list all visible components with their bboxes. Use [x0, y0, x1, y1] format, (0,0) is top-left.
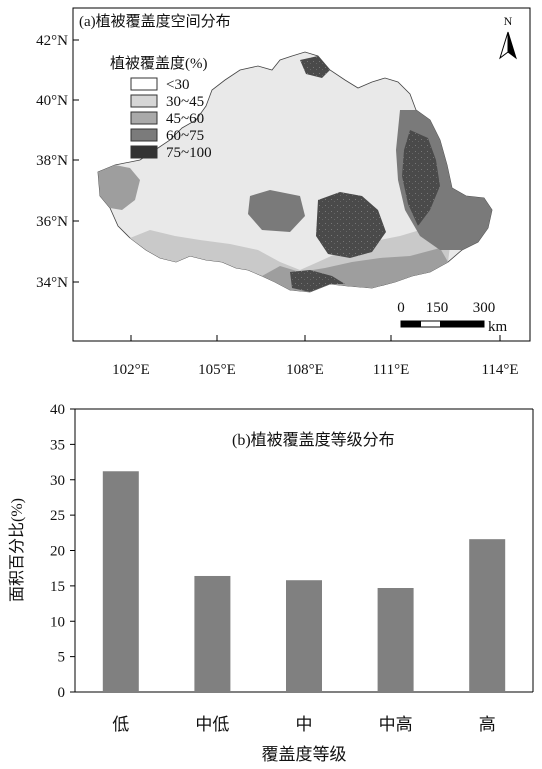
map-x-tick-label: 105°E — [198, 362, 236, 378]
bar-x-ticks: 低 中低 中 中高 高 — [112, 715, 495, 734]
bar-y-tick-label: 15 — [50, 579, 65, 595]
bar-x-tick-label: 低 — [112, 715, 129, 734]
map-panel: (a)植被覆盖度空间分布 植被覆盖度(%) <3030~4545~6060~75… — [36, 7, 531, 378]
legend-label: 60~75 — [166, 128, 204, 144]
bar-y-tick-label: 10 — [50, 614, 65, 630]
legend-title: 植被覆盖度(%) — [110, 55, 208, 72]
bar-y-tick-label: 5 — [58, 650, 66, 666]
scale-unit: km — [488, 319, 508, 335]
legend-label: <30 — [166, 77, 189, 93]
legend-swatch — [130, 77, 158, 91]
bar-1 — [194, 575, 231, 692]
north-label: N — [504, 14, 513, 28]
north-arrow-icon: N — [499, 14, 517, 60]
scale-bar: 0 150 300 km — [397, 300, 507, 335]
scale-tick-0: 0 — [397, 300, 405, 316]
legend-label: 45~60 — [166, 111, 204, 127]
legend-label: 30~45 — [166, 94, 204, 110]
bar-4 — [469, 539, 506, 692]
zone-60-75 — [248, 110, 492, 250]
bar-y-tick-label: 25 — [50, 508, 65, 524]
zone-75-100 — [290, 56, 440, 292]
map-x-tick-label: 114°E — [481, 362, 518, 378]
map-y-tick-label: 40°N — [36, 93, 68, 109]
map-title: (a)植被覆盖度空间分布 — [79, 13, 231, 30]
bar-3 — [377, 587, 414, 692]
map-x-tick-label: 111°E — [373, 362, 410, 378]
bar-x-tick-label: 中低 — [195, 715, 229, 734]
legend-swatch — [130, 128, 158, 142]
zone-45-60 — [98, 165, 448, 292]
bar-y-tick-label: 0 — [58, 685, 66, 701]
map-y-tick-label: 36°N — [36, 214, 68, 230]
bar-xlabel: 覆盖度等级 — [262, 745, 347, 764]
map-x-axis: 102°E 105°E 108°E 111°E 114°E — [112, 335, 519, 378]
map-y-tick-label: 42°N — [36, 33, 68, 49]
bar-y-tick-label: 30 — [50, 473, 65, 489]
bar-title: (b)植被覆盖度等级分布 — [232, 431, 395, 449]
map-x-tick-label: 102°E — [112, 362, 150, 378]
bar-x-tick-label: 中 — [296, 715, 313, 734]
legend-label: 75~100 — [166, 145, 212, 161]
map-y-tick-label: 38°N — [36, 153, 68, 169]
bar-y-tick-label: 35 — [50, 437, 65, 453]
bar-y-ticks: 0 5 10 15 20 25 30 35 40 — [50, 402, 75, 701]
bars — [102, 471, 506, 692]
scale-tick-150: 150 — [426, 300, 449, 316]
bar-x-tick-label: 高 — [479, 715, 496, 734]
bar-panel: 0 5 10 15 20 25 30 35 40 低 中低 中 中高 高 (b)植被覆盖度等级分布 覆盖… — [8, 402, 534, 764]
bar-ylabel: 面积百分比(%) — [8, 498, 26, 602]
map-y-axis: 42°N 40°N 38°N 36°N 34°N — [36, 33, 79, 291]
bar-y-tick-label: 20 — [50, 544, 65, 560]
map-x-tick-label: 108°E — [286, 362, 324, 378]
legend-swatch — [130, 94, 158, 108]
bar-x-tick-label: 中高 — [379, 715, 413, 734]
legend-swatch — [130, 145, 158, 159]
map-y-tick-label: 34°N — [36, 275, 68, 291]
legend-swatch — [130, 111, 158, 125]
scale-tick-300: 300 — [473, 300, 496, 316]
bar-y-tick-label: 40 — [50, 402, 65, 418]
bar-0 — [102, 471, 139, 692]
map-region — [97, 51, 493, 293]
bar-2 — [286, 580, 322, 692]
